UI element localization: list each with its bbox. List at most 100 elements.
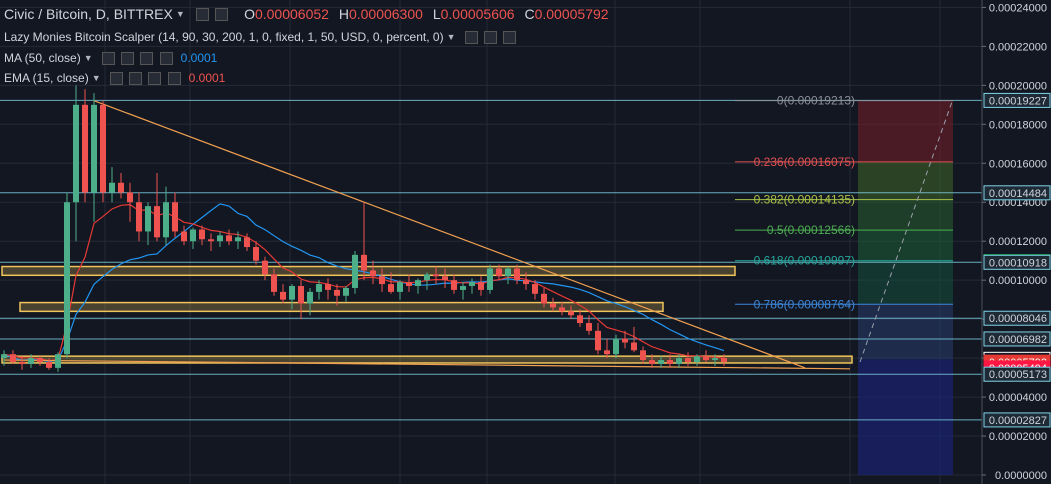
resistance-zone: [1, 265, 736, 277]
candle-body: [289, 286, 295, 300]
close-icon[interactable]: [159, 52, 173, 66]
candle-body: [352, 254, 358, 288]
candle-body: [712, 358, 718, 361]
close-icon[interactable]: [167, 72, 181, 86]
candle-body: [424, 274, 430, 281]
plus-icon[interactable]: [140, 52, 154, 66]
candle-body: [622, 338, 628, 343]
candle-body: [703, 356, 709, 361]
candle-body: [676, 358, 682, 364]
candle-body: [280, 291, 286, 300]
candle-body: [433, 274, 439, 277]
gear-icon[interactable]: [120, 52, 134, 66]
candle-body: [361, 254, 367, 271]
price-label-box: [983, 366, 1051, 382]
ohlc-low-key: L: [432, 6, 441, 22]
candle-body: [631, 342, 637, 351]
candle-body: [181, 231, 187, 242]
candle-body: [10, 354, 16, 362]
gear-icon[interactable]: [128, 72, 142, 86]
price-label: 0.00014484: [989, 188, 1047, 200]
candle-body: [586, 323, 592, 331]
price-label: 0.00008046: [989, 313, 1047, 325]
candle-body: [127, 192, 133, 203]
chevron-down-icon[interactable]: ▼: [83, 53, 93, 64]
chevron-down-icon[interactable]: ▼: [91, 73, 101, 84]
chevron-down-icon[interactable]: ▼: [175, 9, 185, 19]
price-label: 0.00006982: [989, 334, 1047, 346]
symbol-legend: Civic / Bitcoin, D, BITTREX ▼ O0.0000605…: [4, 6, 609, 22]
plus-icon[interactable]: [148, 72, 162, 86]
ohlc-open-value: 0.00006052: [254, 6, 329, 22]
fib-label: 0.5(0.00012566): [767, 223, 855, 237]
indicator-label[interactable]: Lazy Monies Bitcoin Scalper (14, 90, 30,…: [4, 30, 444, 45]
gear-icon[interactable]: [483, 31, 497, 45]
eye-icon[interactable]: [109, 72, 123, 86]
price-label: 0.00005173: [989, 369, 1047, 381]
candle-body: [568, 311, 574, 316]
candle-body: [199, 229, 205, 240]
fib-label: 0.786(0.00008764): [754, 297, 855, 311]
indicator-controls: [462, 30, 517, 45]
candle-body: [37, 358, 43, 362]
ohlc-high-value: 0.00006300: [348, 6, 423, 22]
fib-zone: [858, 161, 953, 200]
projection-line: [859, 98, 954, 363]
indicator-value: 0.0001: [180, 51, 218, 66]
candle-body: [577, 315, 583, 324]
candle-body: [154, 206, 160, 238]
eye-icon[interactable]: [195, 8, 209, 22]
candle-body: [226, 235, 232, 242]
candle-body: [721, 358, 727, 362]
candle-body: [406, 282, 412, 287]
fib-zone: [858, 100, 953, 162]
eye-icon[interactable]: [101, 52, 115, 66]
chevron-down-icon[interactable]: ▼: [446, 32, 456, 43]
price-label: 0.00010918: [989, 257, 1047, 269]
price-label-box: [983, 254, 1051, 270]
candle-body: [118, 182, 124, 193]
candle-body: [370, 270, 376, 277]
fib-label: 0.618(0.00010997): [754, 254, 855, 268]
candle-body: [388, 284, 394, 292]
candle-body: [190, 229, 196, 242]
candle-body: [550, 303, 556, 308]
candle-body: [487, 268, 493, 290]
indicator-label[interactable]: EMA (15, close): [4, 71, 89, 86]
ohlc-high-key: H: [338, 6, 349, 22]
eye-icon[interactable]: [464, 31, 478, 45]
candle-body: [271, 274, 277, 292]
candle-body: [685, 358, 691, 362]
candle-body: [55, 354, 61, 368]
candle-body: [298, 286, 304, 304]
candle-body: [379, 276, 385, 285]
candle-body: [163, 202, 169, 238]
candle-body: [397, 282, 403, 292]
candle-body: [100, 104, 106, 193]
candle-body: [541, 293, 547, 304]
candle-body: [640, 350, 646, 361]
candle-body: [496, 268, 502, 277]
indicator-value: 0.0001: [188, 71, 226, 86]
price-tick-label: 0.00016000: [989, 158, 1047, 170]
gear-icon[interactable]: [215, 8, 229, 22]
legend-settings-group: [193, 7, 229, 22]
indicator-label[interactable]: MA (50, close): [4, 51, 81, 66]
candle-body: [604, 350, 610, 355]
price-label-box: [983, 310, 1051, 326]
resistance-zone: [19, 301, 664, 313]
candle-body: [415, 280, 421, 287]
candle-body: [244, 237, 250, 248]
candle-body: [523, 280, 529, 285]
symbol-title[interactable]: Civic / Bitcoin, D, BITTREX: [4, 6, 173, 22]
indicator-legend-scalper: Lazy Monies Bitcoin Scalper (14, 90, 30,…: [4, 30, 517, 45]
price-tick-label: 0.00018000: [989, 119, 1047, 131]
candle-body: [145, 206, 151, 232]
price-tick-label: 0.00002000: [989, 431, 1047, 443]
close-icon[interactable]: [503, 31, 517, 45]
candle-body: [478, 282, 484, 290]
candle-body: [28, 358, 34, 364]
price-axis: [982, 0, 1051, 484]
